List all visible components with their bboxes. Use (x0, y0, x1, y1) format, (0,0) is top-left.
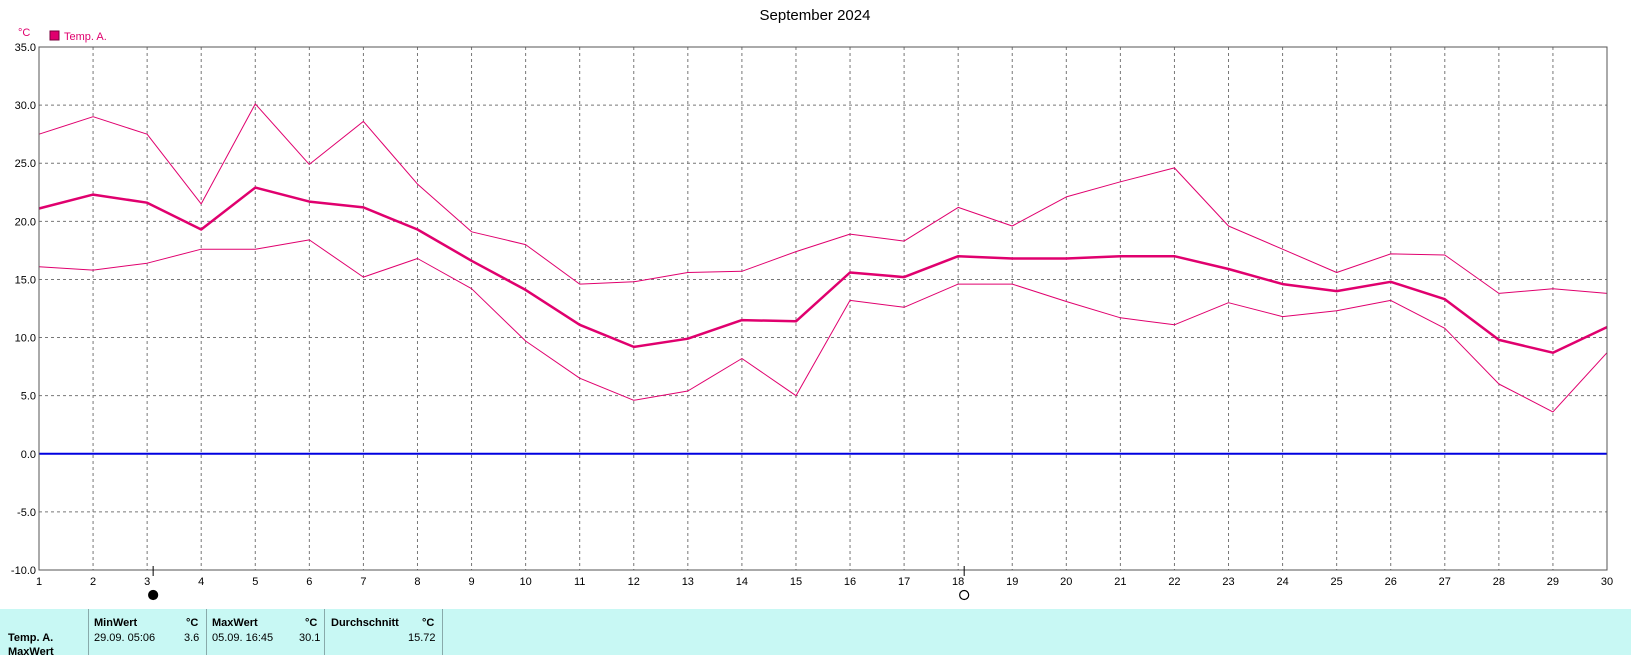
stats-row-label-next: MaxWert (8, 646, 54, 658)
moon-phase-markers (148, 566, 970, 601)
avg-value: 15.72 (408, 632, 436, 644)
x-tick-label: 17 (898, 576, 910, 588)
min-datetime: 29.09. 05:06 (94, 632, 156, 644)
avg-header: Durchschnitt (331, 617, 399, 629)
new-moon-marker (148, 589, 159, 601)
x-tick-label: 14 (736, 576, 748, 588)
y-tick-label: 25.0 (15, 158, 36, 170)
x-tick-label: 28 (1493, 576, 1505, 588)
series-line-max (38, 103, 1608, 294)
y-tick-label: 10.0 (15, 333, 36, 345)
x-tick-label: 7 (360, 576, 366, 588)
max-datetime: 05.09. 16:45 (212, 632, 274, 644)
x-tick-label: 9 (468, 576, 474, 588)
x-tick-label: 5 (252, 576, 258, 588)
x-tick-label: 10 (519, 576, 531, 588)
series-line-min (38, 239, 1608, 413)
y-tick-labels: 35.0 30.0 25.0 20.0 15.0 10.0 5.0 0.0 -5.0 -10.0 (11, 42, 36, 577)
x-tick-label: 12 (628, 576, 640, 588)
x-tick-label: 29 (1547, 576, 1559, 588)
x-tick-label: 30 (1601, 576, 1613, 588)
max-header: MaxWert (212, 617, 258, 629)
x-tick-label: 3 (144, 576, 150, 588)
column-divider (324, 609, 325, 655)
column-divider (88, 609, 89, 655)
y-axis-unit: °C (18, 27, 30, 39)
x-tick-label: 13 (682, 576, 694, 588)
chart-title: September 2024 (760, 7, 871, 24)
min-unit: °C (186, 617, 199, 629)
max-value: 30.1 (299, 632, 321, 644)
x-tick-label: 26 (1385, 576, 1397, 588)
x-tick-label: 27 (1439, 576, 1451, 588)
legend-swatch (49, 30, 60, 41)
plot-frame (38, 46, 1608, 571)
y-tick-label: -5.0 (17, 507, 36, 519)
x-tick-label: 19 (1006, 576, 1018, 588)
x-tick-label: 1 (36, 576, 42, 588)
y-tick-label: 30.0 (15, 100, 36, 112)
full-moon-marker (959, 589, 970, 601)
avg-unit: °C (422, 617, 435, 629)
max-unit: °C (305, 617, 318, 629)
x-tick-label: 20 (1060, 576, 1072, 588)
min-header: MinWert (94, 617, 138, 629)
statistics-panel: Temp. A. MaxWert MinWert °C 29.09. 05:06… (0, 609, 1631, 658)
y-tick-label: 0.0 (21, 449, 36, 461)
series-line-mean (38, 186, 1608, 354)
min-value: 3.6 (184, 632, 200, 644)
x-tick-label: 24 (1276, 576, 1288, 588)
x-tick-label: 8 (414, 576, 420, 588)
x-tick-label: 15 (790, 576, 802, 588)
y-tick-label: 20.0 (15, 216, 36, 228)
y-tick-label: 35.0 (15, 42, 36, 54)
y-tick-label: 15.0 (15, 274, 36, 286)
x-tick-label: 25 (1331, 576, 1343, 588)
x-tick-label: 21 (1114, 576, 1126, 588)
column-divider (206, 609, 207, 655)
legend-entry: Temp. A. (64, 31, 107, 43)
x-tick-label: 6 (306, 576, 312, 588)
stats-row-label: Temp. A. (8, 632, 54, 644)
y-tick-label: -10.0 (11, 565, 36, 577)
x-tick-label: 18 (952, 576, 964, 588)
x-tick-label: 4 (198, 576, 204, 588)
x-tick-label: 16 (844, 576, 856, 588)
temperature-chart: September 2024 °C Temp. A. 35.030.025.02… (11, 7, 1613, 601)
x-tick-label: 2 (90, 576, 96, 588)
column-divider (442, 609, 443, 655)
x-tick-label: 23 (1222, 576, 1234, 588)
x-tick-label: 11 (574, 576, 585, 588)
series-group (38, 103, 1608, 413)
x-tick-label: 22 (1168, 576, 1180, 588)
y-tick-label: 5.0 (21, 391, 36, 403)
x-tick-labels: 1 2 3 4 5 6 7 8 9 10 11 12 13 14 15 16 17 18 19 20 21 22 23 24 2… (36, 576, 1613, 588)
